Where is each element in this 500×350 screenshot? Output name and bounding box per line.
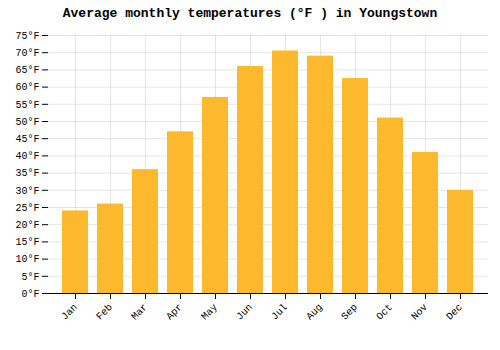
- svg-text:45°F: 45°F: [15, 134, 39, 145]
- svg-text:Aug: Aug: [304, 302, 325, 323]
- svg-text:0°F: 0°F: [21, 289, 39, 300]
- svg-text:Jun: Jun: [234, 302, 255, 323]
- svg-text:Jul: Jul: [269, 302, 290, 323]
- svg-text:75°F: 75°F: [15, 31, 39, 42]
- svg-text:10°F: 10°F: [15, 254, 39, 265]
- svg-text:5°F: 5°F: [21, 272, 39, 283]
- svg-text:70°F: 70°F: [15, 48, 39, 59]
- svg-text:Jan: Jan: [59, 302, 80, 323]
- svg-text:Feb: Feb: [94, 302, 115, 323]
- svg-text:20°F: 20°F: [15, 220, 39, 231]
- svg-text:Dec: Dec: [444, 302, 465, 323]
- svg-text:60°F: 60°F: [15, 82, 39, 93]
- html-text:Average monthly temperatures (: Average monthly temperatures (°F ) in Yo…: [62, 6, 438, 21]
- svg-text:15°F: 15°F: [15, 237, 39, 248]
- svg-text:25°F: 25°F: [15, 203, 39, 214]
- svg-text:35°F: 35°F: [15, 168, 39, 179]
- svg-text:55°F: 55°F: [15, 100, 39, 111]
- svg-text:50°F: 50°F: [15, 117, 39, 128]
- svg-text:Apr: Apr: [164, 302, 185, 323]
- svg-text:Sep: Sep: [339, 302, 360, 323]
- svg-text:Oct: Oct: [374, 302, 395, 323]
- svg-text:Nov: Nov: [409, 302, 430, 323]
- svg-text:Mar: Mar: [129, 302, 150, 323]
- svg-text:May: May: [199, 302, 220, 323]
- svg-text:65°F: 65°F: [15, 65, 39, 76]
- svg-text:40°F: 40°F: [15, 151, 39, 162]
- svg-text:30°F: 30°F: [15, 186, 39, 197]
